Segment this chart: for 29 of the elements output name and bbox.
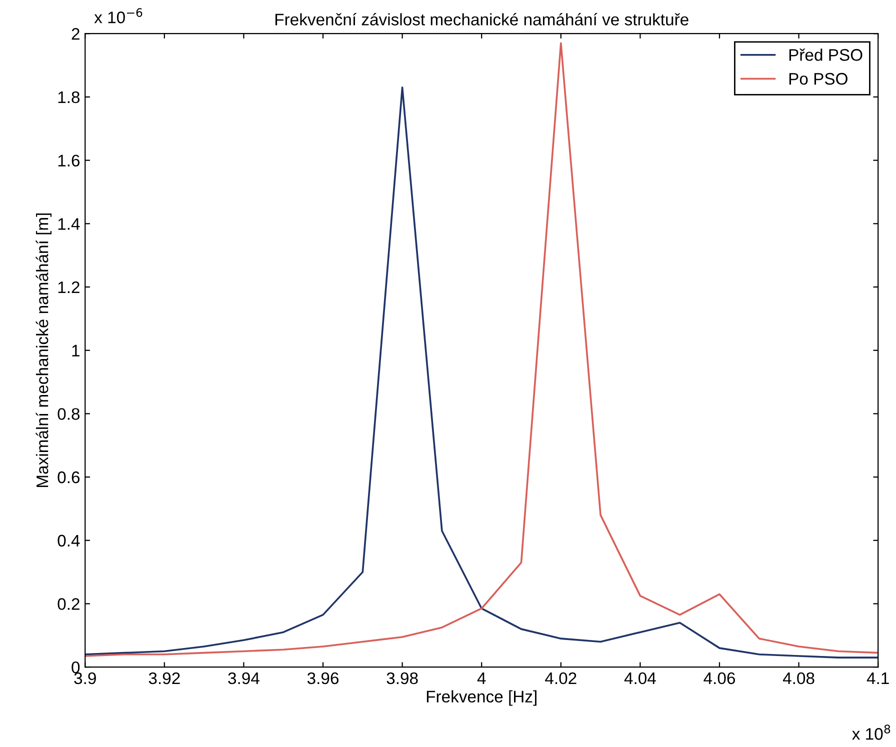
y-tick-label: 2 bbox=[72, 28, 80, 40]
x-axis-title: Frekvence [Hz] bbox=[426, 690, 536, 706]
x-tick-label: 4.06 bbox=[704, 672, 735, 684]
y-tick-label: 0.2 bbox=[58, 598, 80, 610]
x-tick-label: 4.02 bbox=[545, 672, 576, 684]
legend-label: Před PSO bbox=[789, 48, 862, 61]
y-tick-label: 0 bbox=[72, 661, 80, 674]
text: x 10$^{8}$ bbox=[852, 724, 890, 740]
x-tick-label: 3.9 bbox=[74, 672, 96, 684]
y-tick-label: 0.4 bbox=[58, 534, 80, 547]
y-tick-label: 1 bbox=[72, 344, 80, 356]
y-tick-label: 1.2 bbox=[58, 281, 80, 294]
x-tick-label: 3.92 bbox=[148, 672, 180, 684]
x-tick-label: 3.98 bbox=[386, 672, 418, 684]
y-axis-title: Maximální mechanické namáhání [m] bbox=[36, 214, 52, 487]
x-tick-label: 3.96 bbox=[307, 672, 338, 684]
y-tick-label: 0.8 bbox=[58, 408, 80, 420]
chart-title: Frekvenční závislost mechanické namáhání ve struktuře bbox=[275, 13, 688, 26]
legend-label: Po PSO bbox=[789, 72, 848, 85]
x-tick-label: 3.94 bbox=[228, 672, 260, 684]
y-tick-label: 0.6 bbox=[58, 471, 80, 484]
x-tick-label: 4.04 bbox=[624, 672, 656, 684]
y-tick-label: 1.8 bbox=[58, 91, 80, 104]
x-tick-label: 4 bbox=[477, 672, 486, 684]
text: x 10$^{−6}$ bbox=[94, 8, 142, 24]
y-tick-label: 1.4 bbox=[58, 218, 80, 230]
x-tick-label: 4.1 bbox=[866, 672, 889, 684]
y-tick-label: 1.6 bbox=[58, 154, 80, 167]
x-tick-label: 4.08 bbox=[782, 672, 814, 684]
